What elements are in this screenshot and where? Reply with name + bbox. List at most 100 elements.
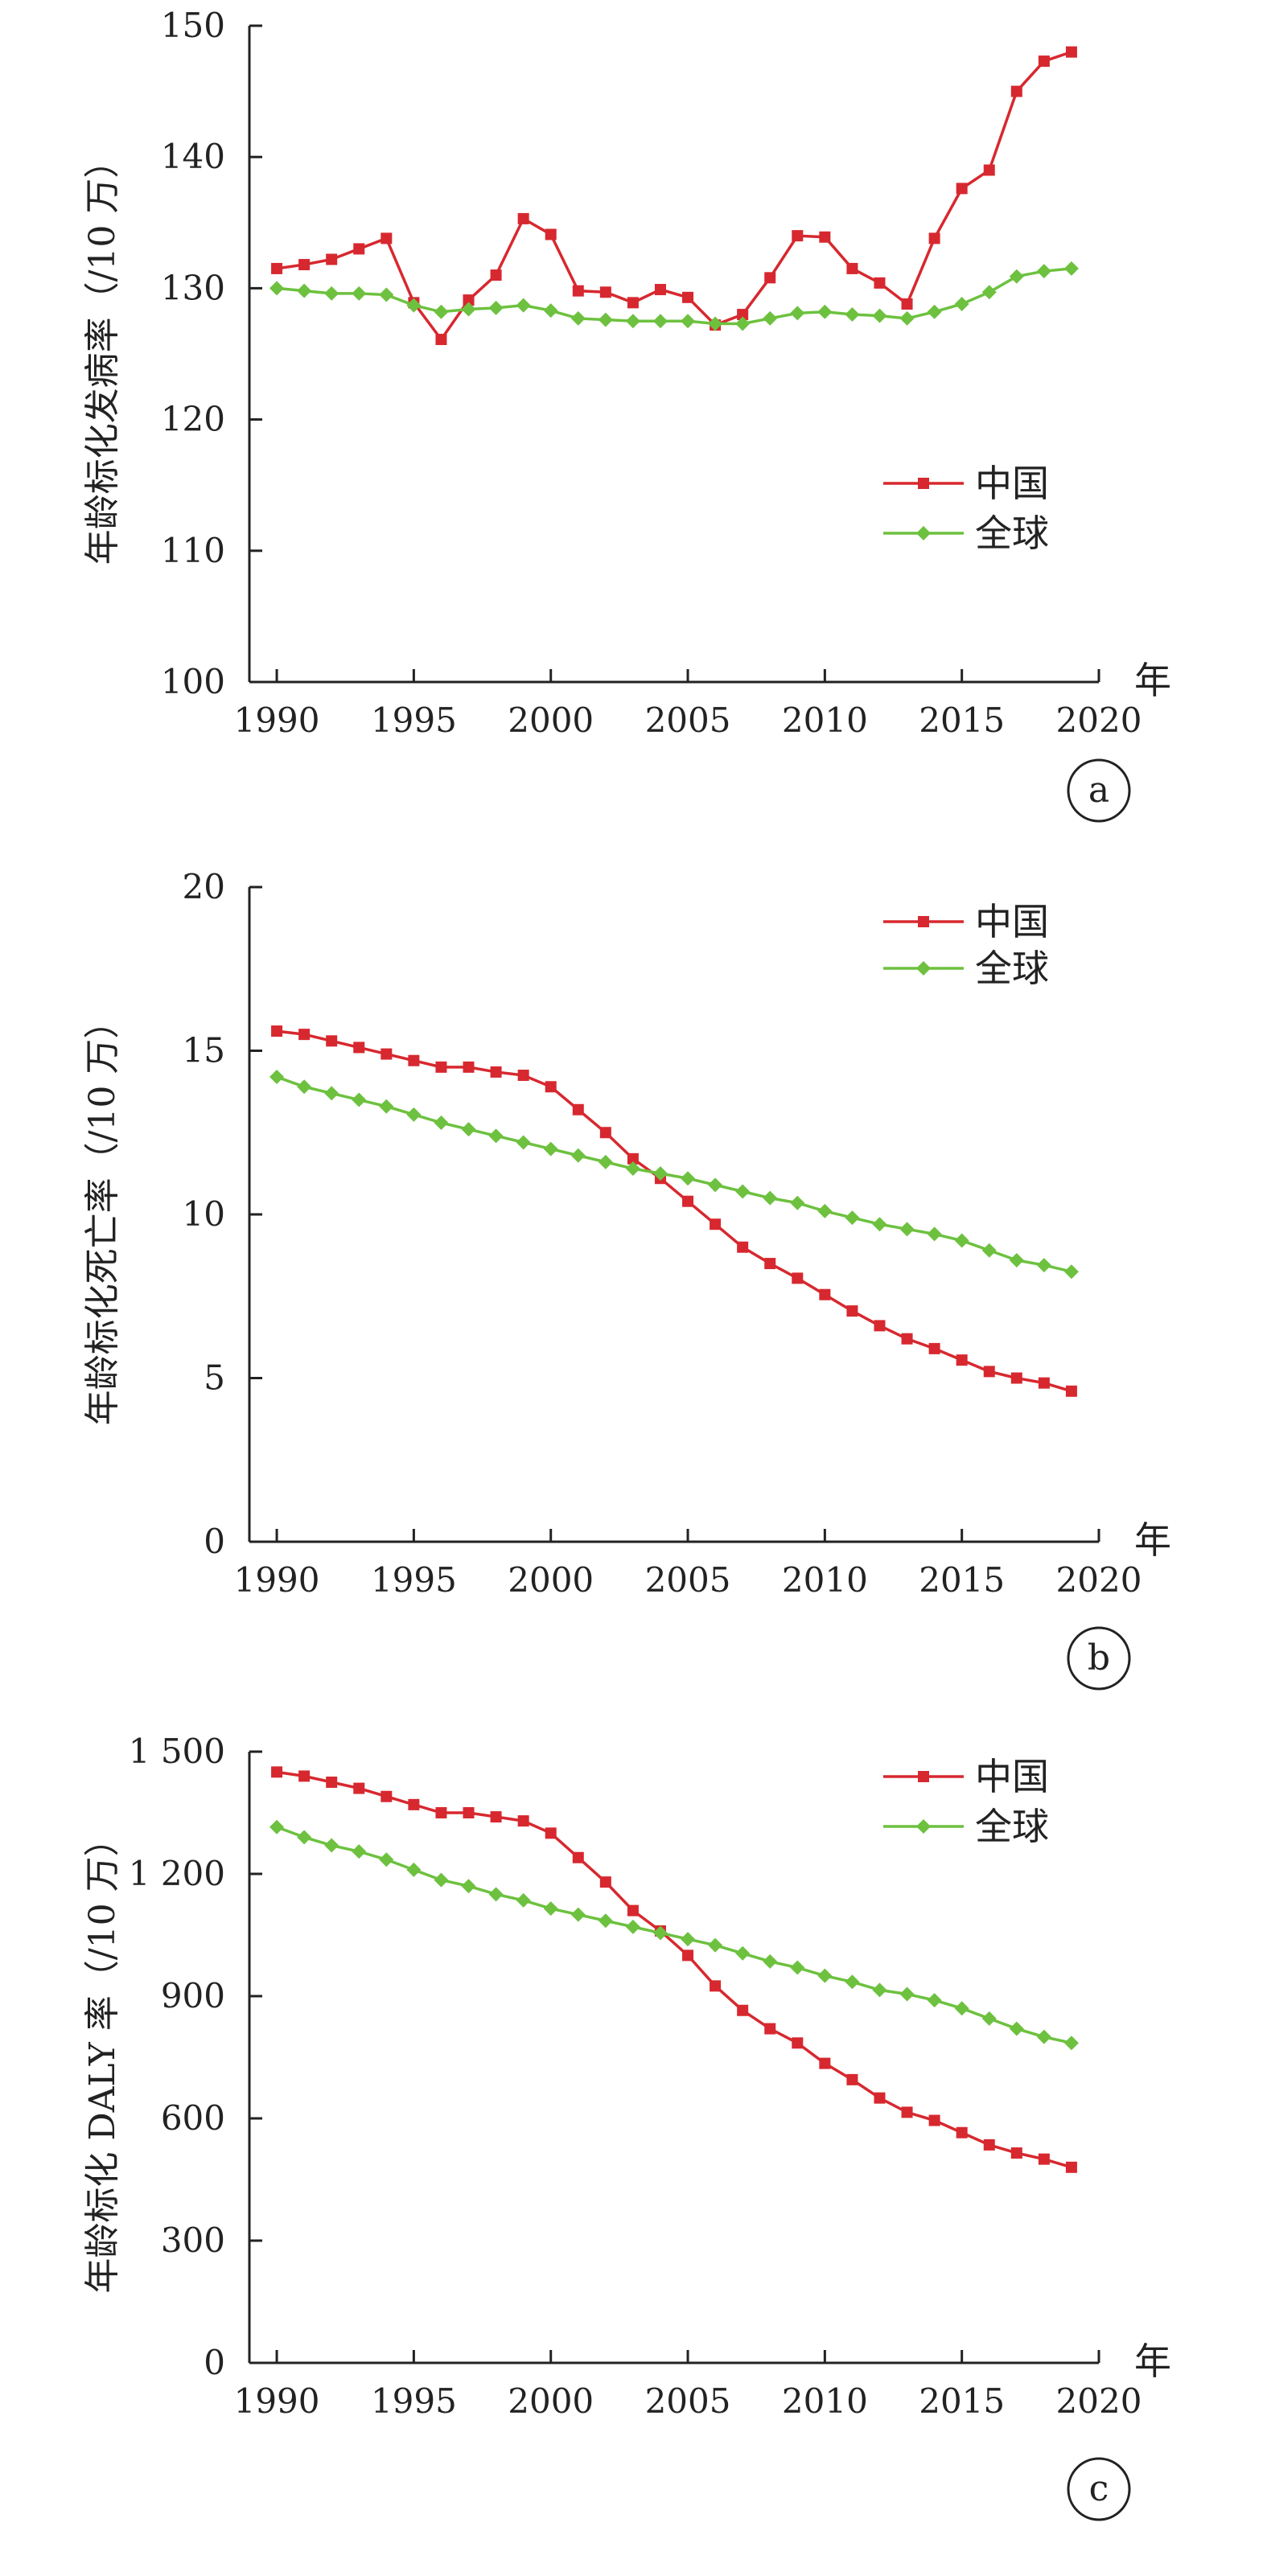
data-point [737,1241,749,1253]
data-point [983,2138,995,2151]
y-tick-label: 1 200 [129,1854,225,1893]
data-point [516,1892,531,1908]
data-point [545,1827,557,1839]
data-point [598,1154,613,1169]
data-point [928,2114,940,2126]
data-point [764,1258,776,1270]
data-point [353,1782,365,1794]
panel-label-circle [1067,758,1131,823]
series-line [276,1770,1072,2169]
x-tick-label: 2020 [1056,1560,1142,1600]
series-china: 中国 [271,900,1077,1397]
series-global: 全球 [269,261,1079,555]
x-tick-label: 2000 [508,1560,594,1600]
data-point [899,310,915,326]
data-point [599,286,611,298]
data-point [1063,2036,1079,2051]
data-point [543,1141,558,1157]
data-point [298,1770,311,1782]
data-point [710,1218,722,1230]
data-point [435,334,447,346]
series-global: 全球 [269,947,1079,1280]
data-point [517,1815,529,1827]
y-tick-label: 0 [204,2343,225,2382]
legend-marker [918,916,929,927]
data-point [983,1366,995,1378]
x-tick-label: 2010 [782,2381,868,2421]
legend-label: 中国 [975,900,1049,943]
data-point [271,262,283,274]
series-global: 全球 [269,1805,1079,2051]
data-point [326,1035,338,1047]
data-point [846,2073,858,2085]
data-point [543,1901,558,1917]
x-axis-label: 年 [1134,659,1171,702]
data-point [1009,269,1024,284]
data-point [981,285,997,300]
data-point [625,1161,640,1177]
data-point [463,1807,475,1818]
data-point [792,1272,804,1284]
x-tick-label: 2020 [1056,2381,1142,2421]
data-point [324,1086,339,1101]
data-point [817,1203,833,1218]
data-point [517,1070,529,1082]
data-point [874,1320,886,1332]
data-point [927,304,942,319]
y-axis-label: 年龄标化 DALY 率（/10 万） [82,1821,123,2293]
data-point [737,309,749,321]
x-tick-label: 2005 [645,1560,731,1600]
data-point [570,1148,586,1163]
y-tick-label: 900 [161,1976,225,2015]
data-point [381,232,393,244]
data-point [297,283,312,298]
data-point [790,1960,805,1975]
data-point [326,253,338,265]
data-point [381,1790,393,1802]
panel-label-circle [1067,2457,1131,2521]
data-point [983,164,995,176]
data-point [1010,2147,1022,2159]
data-point [517,212,529,224]
data-point [1038,1377,1050,1389]
data-point [792,230,804,242]
data-point [737,2004,749,2016]
data-point [599,1876,611,1888]
series-line [276,267,1072,326]
data-point [763,310,778,326]
data-point [353,243,365,255]
data-point [461,302,476,317]
data-point [901,1333,913,1345]
data-point [408,1054,420,1066]
y-tick-label: 150 [161,6,225,45]
data-point [1063,1264,1079,1280]
data-point [435,1061,447,1073]
data-point [928,1342,940,1354]
series-china: 中国 [271,1755,1077,2173]
data-point [352,286,367,301]
data-point [379,287,394,302]
data-point [899,1222,915,1237]
data-point [490,1811,502,1823]
data-point [872,308,887,323]
data-point [570,310,586,326]
data-point [763,1954,778,1969]
data-point [516,298,531,313]
data-point [956,1354,968,1366]
y-tick-label: 15 [183,1031,225,1070]
data-point [1036,264,1051,279]
data-point [817,304,833,319]
y-tick-label: 300 [161,2221,225,2260]
data-point [764,272,776,284]
data-point [901,2106,913,2118]
data-point [1036,2029,1051,2044]
y-tick-label: 0 [204,1522,225,1561]
data-point [927,1226,942,1242]
data-point [846,1305,858,1317]
x-tick-label: 2015 [919,700,1005,740]
data-point [845,1974,860,1990]
x-axis-label: 年 [1134,2340,1171,2383]
data-point [434,1872,449,1888]
x-tick-label: 2000 [508,2381,594,2421]
